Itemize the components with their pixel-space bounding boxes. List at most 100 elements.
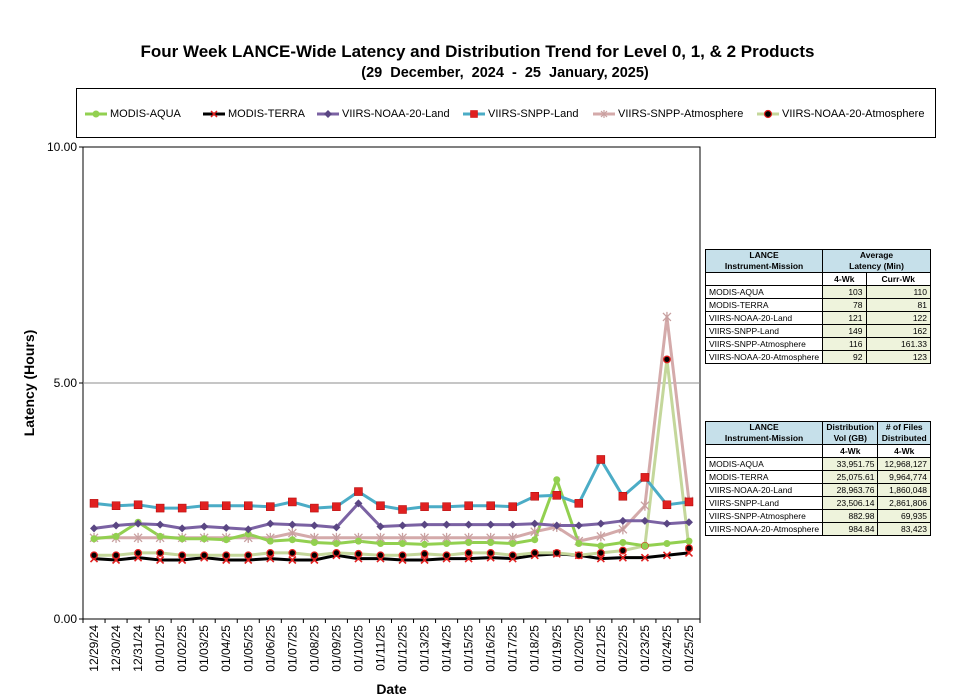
series-line-viirs-noaa-20-land bbox=[93, 501, 690, 531]
row-instrument: VIIRS-NOAA-20-Land bbox=[704, 483, 824, 497]
data-point-viirs-noaa-20-atmosphere bbox=[200, 551, 209, 560]
series-line-modis-terra bbox=[93, 551, 690, 562]
data-point-modis-aqua bbox=[619, 539, 627, 547]
data-point-modis-terra bbox=[596, 554, 605, 563]
x-tick-label: 01/17/25 bbox=[506, 625, 520, 672]
x-tick-label: 01/07/25 bbox=[285, 625, 299, 672]
row-files-distributed: 2,861,806 bbox=[877, 496, 931, 510]
data-point-modis-aqua bbox=[156, 532, 164, 540]
data-point-viirs-snpp-land bbox=[662, 500, 672, 510]
legend-label: VIIRS-SNPP-Land bbox=[488, 108, 579, 120]
latency-table-subheader-4wk: 4-Wk bbox=[822, 272, 867, 286]
data-point-viirs-noaa-20-land bbox=[222, 523, 231, 532]
data-point-modis-aqua bbox=[421, 540, 429, 548]
latency-table-row: MODIS-TERRA 78 81 bbox=[704, 298, 932, 312]
row-distribution-volume: 882.98 bbox=[822, 509, 879, 523]
legend-swatch bbox=[85, 110, 107, 118]
chart-title: Four Week LANCE-Wide Latency and Distrib… bbox=[140, 42, 815, 61]
data-point-viirs-noaa-20-atmosphere bbox=[134, 548, 143, 557]
chart-legend: MODIS-AQUA MODIS-TERRA VIIRS-NOAA-20-Lan… bbox=[76, 88, 936, 138]
legend-swatch bbox=[757, 109, 779, 119]
data-point-viirs-snpp-land bbox=[310, 503, 319, 513]
data-point-viirs-snpp-land bbox=[155, 503, 165, 513]
x-axis-title: Date bbox=[376, 681, 407, 696]
data-point-viirs-snpp-land bbox=[442, 502, 451, 511]
row-distribution-volume: 28,963.76 bbox=[822, 483, 879, 497]
data-point-modis-aqua bbox=[465, 539, 473, 547]
data-point-viirs-noaa-20-atmosphere bbox=[222, 551, 231, 560]
data-point-viirs-noaa-20-land bbox=[332, 523, 341, 532]
data-point-viirs-snpp-land bbox=[530, 492, 539, 501]
row-4wk-latency: 116 bbox=[822, 337, 867, 351]
row-currwk-latency: 123 bbox=[865, 350, 932, 364]
row-files-distributed: 1,860,048 bbox=[877, 483, 931, 497]
data-point-modis-aqua bbox=[266, 537, 274, 545]
row-4wk-latency: 149 bbox=[822, 324, 867, 338]
data-point-modis-aqua bbox=[90, 535, 98, 543]
latency-table-row: VIIRS-NOAA-20-Land 121 122 bbox=[704, 311, 932, 325]
legend-swatch bbox=[463, 110, 485, 118]
data-point-viirs-snpp-land bbox=[596, 455, 606, 464]
legend-label: VIIRS-NOAA-20-Atmosphere bbox=[782, 108, 925, 120]
data-point-viirs-noaa-20-atmosphere bbox=[442, 551, 451, 560]
data-point-viirs-noaa-20-atmosphere bbox=[508, 551, 517, 560]
data-point-viirs-noaa-20-atmosphere bbox=[310, 551, 319, 560]
data-point-viirs-noaa-20-atmosphere bbox=[156, 548, 165, 557]
data-point-modis-aqua bbox=[310, 539, 318, 547]
data-point-viirs-snpp-land bbox=[266, 502, 275, 511]
row-currwk-latency: 110 bbox=[865, 285, 932, 299]
data-point-viirs-snpp-land bbox=[177, 503, 187, 513]
data-point-modis-aqua bbox=[288, 536, 296, 544]
legend-item-viirs-noaa20-land: VIIRS-NOAA-20-Land bbox=[317, 89, 450, 139]
data-point-viirs-snpp-land bbox=[486, 501, 495, 510]
data-point-viirs-noaa-20-atmosphere bbox=[354, 549, 363, 558]
row-distribution-volume: 23,506.14 bbox=[822, 496, 879, 510]
data-point-modis-aqua bbox=[487, 539, 495, 547]
chart-subtitle: (29 December, 2024 - 25 January, 2025) bbox=[361, 65, 649, 81]
legend-label: MODIS-AQUA bbox=[110, 108, 181, 120]
data-point-viirs-snpp-land bbox=[133, 500, 143, 510]
data-point-viirs-snpp-atmosphere bbox=[133, 532, 143, 543]
data-point-viirs-noaa-20-land bbox=[200, 522, 209, 531]
data-point-viirs-noaa-20-atmosphere bbox=[112, 551, 121, 560]
data-point-viirs-noaa-20-atmosphere bbox=[178, 551, 187, 560]
data-point-modis-aqua bbox=[597, 542, 605, 550]
y-tick-label: 5.00 bbox=[54, 376, 78, 390]
data-point-viirs-noaa-20-land bbox=[244, 525, 253, 534]
data-point-viirs-snpp-land bbox=[376, 501, 385, 510]
legend-item-modis-aqua: MODIS-AQUA bbox=[85, 89, 181, 139]
data-point-viirs-snpp-land bbox=[508, 502, 517, 511]
legend-label: MODIS-TERRA bbox=[228, 108, 305, 120]
legend-swatch bbox=[593, 110, 615, 118]
x-tick-label: 01/06/25 bbox=[263, 625, 277, 672]
row-distribution-volume: 33,951.75 bbox=[822, 457, 879, 471]
x-tick-label: 01/14/25 bbox=[440, 625, 454, 672]
data-point-viirs-noaa-20-land bbox=[486, 520, 495, 529]
data-point-viirs-noaa-20-atmosphere bbox=[530, 548, 539, 557]
latency-table: LANCE Instrument-Mission Average Latency (… bbox=[704, 249, 932, 364]
data-point-modis-terra bbox=[662, 551, 672, 560]
series-line-viirs-noaa-20-atmosphere bbox=[94, 357, 691, 557]
latency-table-col1-header: LANCE Instrument-Mission bbox=[704, 249, 824, 273]
x-tick-label: 01/21/25 bbox=[594, 625, 608, 672]
data-point-viirs-noaa-20-land bbox=[376, 522, 385, 531]
data-point-viirs-noaa-20-land bbox=[464, 520, 473, 529]
data-point-viirs-noaa-20-land bbox=[90, 524, 99, 533]
data-point-viirs-snpp-land bbox=[199, 501, 209, 510]
row-4wk-latency: 92 bbox=[822, 350, 867, 364]
series-line-modis-aqua bbox=[93, 478, 690, 548]
series-line-viirs-snpp-land bbox=[93, 458, 690, 511]
data-point-modis-aqua bbox=[178, 535, 186, 543]
distribution-table-subheader-vol: 4-Wk bbox=[822, 444, 879, 458]
data-point-viirs-noaa-20-atmosphere bbox=[398, 551, 407, 560]
row-instrument: MODIS-TERRA bbox=[704, 298, 824, 312]
data-point-viirs-noaa-20-land bbox=[530, 519, 539, 528]
data-point-viirs-noaa-20-land bbox=[684, 518, 693, 527]
x-tick-label: 01/04/25 bbox=[219, 625, 233, 672]
data-point-viirs-noaa-20-atmosphere bbox=[90, 551, 98, 560]
distribution-table-col1-header: LANCE Instrument-Mission bbox=[704, 421, 824, 445]
legend-item-viirs-snpp-land: VIIRS-SNPP-Land bbox=[463, 89, 578, 139]
data-point-modis-terra bbox=[288, 555, 297, 565]
row-instrument: VIIRS-SNPP-Land bbox=[704, 324, 824, 338]
data-point-viirs-noaa-20-atmosphere bbox=[420, 549, 429, 558]
